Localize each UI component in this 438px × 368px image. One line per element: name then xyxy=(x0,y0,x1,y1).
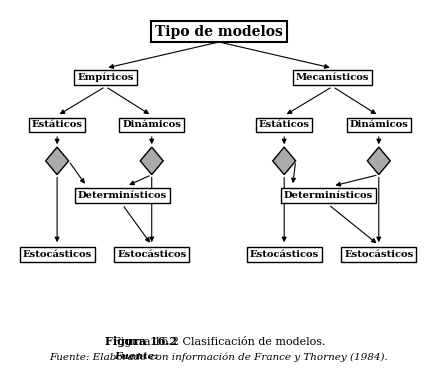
Text: Estocásticos: Estocásticos xyxy=(344,250,413,259)
Polygon shape xyxy=(140,147,163,175)
Text: Dinámicos: Dinámicos xyxy=(122,120,181,130)
Text: Empíricos: Empíricos xyxy=(77,72,134,82)
Text: Figura 16.2 Clasificación de modelos.: Figura 16.2 Clasificación de modelos. xyxy=(113,336,325,347)
Text: Estocásticos: Estocásticos xyxy=(250,250,319,259)
Text: Estocásticos: Estocásticos xyxy=(22,250,92,259)
Text: Estáticos: Estáticos xyxy=(32,120,83,130)
Polygon shape xyxy=(273,147,296,175)
Polygon shape xyxy=(46,147,69,175)
Text: Estocásticos: Estocásticos xyxy=(117,250,186,259)
Text: Fuente:: Fuente: xyxy=(114,353,158,361)
Text: Determinísticos: Determinísticos xyxy=(78,191,167,200)
Text: Determinísticos: Determinísticos xyxy=(284,191,373,200)
Polygon shape xyxy=(367,147,390,175)
Text: Estáticos: Estáticos xyxy=(259,120,310,130)
Text: Mecanísticos: Mecanísticos xyxy=(296,73,369,82)
Text: Tipo de modelos: Tipo de modelos xyxy=(155,25,283,39)
Text: Figura 16.2: Figura 16.2 xyxy=(105,336,177,347)
Text: Dinámicos: Dinámicos xyxy=(350,120,408,130)
Text: Fuente: Elaborado con información de France y Thorney (1984).: Fuente: Elaborado con información de Fra… xyxy=(49,352,389,362)
